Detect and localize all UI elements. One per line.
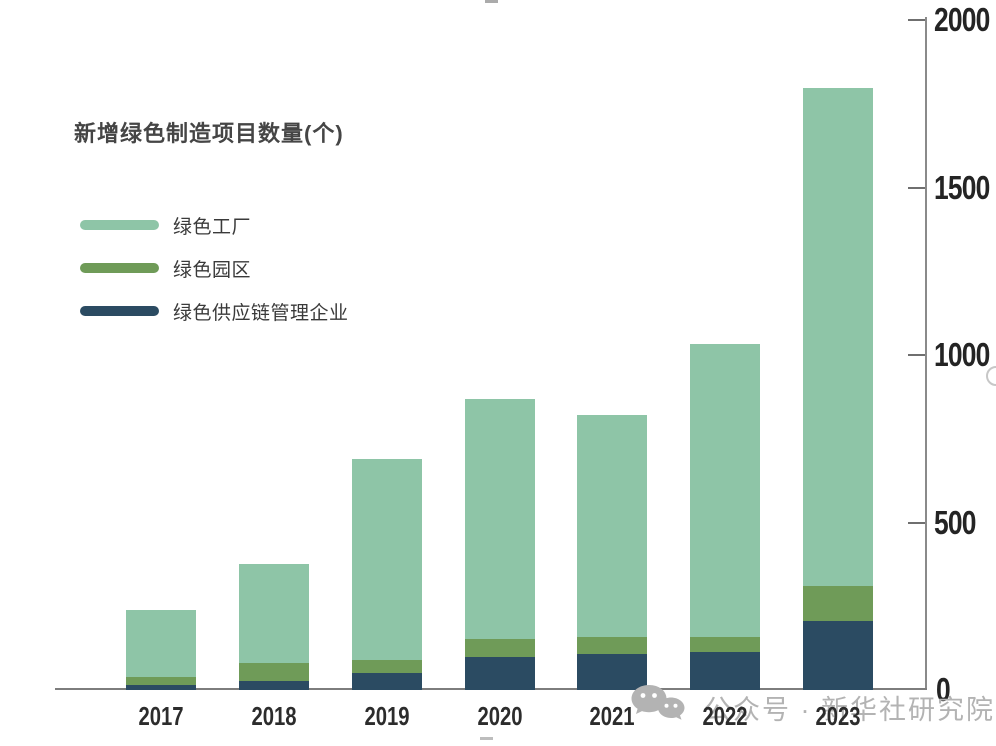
y-axis-label-1500: 1500 bbox=[934, 168, 990, 206]
y-axis-tick-1500 bbox=[908, 186, 925, 189]
watermark-text: 公众号 · 新华社研究院 bbox=[704, 695, 995, 725]
x-axis-label-2019: 2019 bbox=[364, 701, 410, 731]
bar-2018-绿色供应链管理企业 bbox=[238, 681, 309, 690]
bar-2019-绿色供应链管理企业 bbox=[351, 673, 422, 690]
legend-swatch-factory bbox=[80, 220, 159, 230]
bar-2017-绿色工厂 bbox=[126, 609, 196, 677]
bar-2023-绿色工厂 bbox=[803, 88, 873, 587]
bar-2021-绿色供应链管理企业 bbox=[577, 654, 648, 690]
legend-item-supply-chain: 绿色供应链管理企业 bbox=[80, 298, 349, 324]
bar-2020-绿色供应链管理企业 bbox=[464, 657, 535, 690]
crop-artifact-bottom bbox=[480, 737, 493, 740]
x-axis-label-2023: 2023 bbox=[815, 701, 861, 731]
bar-2020-绿色工厂 bbox=[464, 398, 535, 640]
crop-artifact-right bbox=[986, 366, 996, 386]
y-axis-label-1000: 1000 bbox=[934, 336, 990, 373]
wechat-icon bbox=[631, 685, 685, 720]
x-axis-label-2022: 2022 bbox=[702, 701, 748, 731]
legend-swatch-park bbox=[80, 263, 159, 273]
legend-swatch-supply-chain bbox=[80, 306, 159, 316]
legend-label-park: 绿色园区 bbox=[173, 259, 252, 281]
y-axis-tick-500 bbox=[908, 521, 925, 524]
legend: 绿色工厂 绿色园区 绿色供应链管理企业 bbox=[80, 212, 349, 341]
y-axis-line bbox=[925, 17, 927, 690]
bar-2018-绿色工厂 bbox=[238, 563, 309, 663]
crop-artifact-top bbox=[485, 0, 498, 3]
y-axis-label-0: 0 bbox=[936, 671, 951, 708]
bar-2019-绿色园区 bbox=[351, 660, 422, 674]
bar-2022-绿色工厂 bbox=[690, 343, 761, 637]
legend-label-supply-chain: 绿色供应链管理企业 bbox=[173, 302, 349, 324]
bar-2019-绿色工厂 bbox=[351, 458, 422, 661]
legend-item-factory: 绿色工厂 bbox=[80, 212, 349, 238]
bar-2017-绿色供应链管理企业 bbox=[126, 684, 196, 690]
x-axis-label-2021: 2021 bbox=[589, 701, 635, 731]
y-axis-tick-2000 bbox=[908, 19, 925, 21]
x-axis-label-2017: 2017 bbox=[138, 701, 184, 731]
bar-2021-绿色工厂 bbox=[577, 414, 648, 637]
y-axis-label-500: 500 bbox=[934, 503, 976, 541]
x-axis-label-2018: 2018 bbox=[251, 701, 297, 731]
legend-label-factory: 绿色工厂 bbox=[173, 216, 252, 238]
bar-2018-绿色园区 bbox=[238, 662, 309, 682]
watermark: 公众号 · 新华社研究院 bbox=[628, 683, 995, 727]
bar-2023-绿色园区 bbox=[803, 586, 873, 622]
bar-2022-绿色园区 bbox=[690, 636, 761, 653]
x-axis-label-2020: 2020 bbox=[476, 701, 523, 731]
y-axis-tick-1000 bbox=[908, 354, 925, 356]
bar-2021-绿色园区 bbox=[577, 636, 648, 655]
chart-title: 新增绿色制造项目数量(个) bbox=[74, 121, 344, 146]
bar-2020-绿色园区 bbox=[464, 639, 535, 658]
legend-item-park: 绿色园区 bbox=[80, 255, 349, 281]
bar-2017-绿色园区 bbox=[126, 676, 196, 685]
y-axis-label-2000: 2000 bbox=[934, 1, 990, 38]
bar-2023-绿色供应链管理企业 bbox=[803, 621, 873, 690]
bar-2022-绿色供应链管理企业 bbox=[690, 652, 761, 690]
